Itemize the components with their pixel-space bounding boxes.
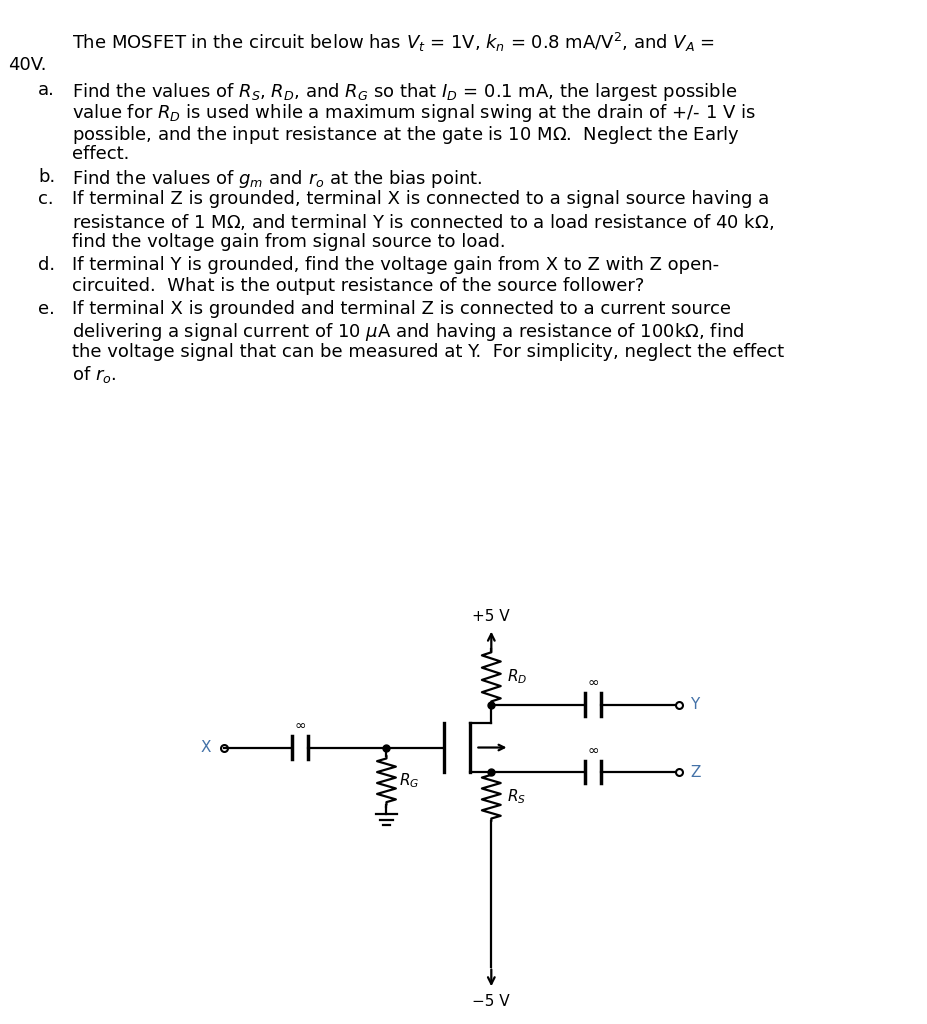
Text: delivering a signal current of 10 $\mu$A and having a resistance of 100k$\Omega$: delivering a signal current of 10 $\mu$A…: [72, 322, 744, 343]
Text: +5 V: +5 V: [473, 609, 510, 624]
Text: Y: Y: [690, 697, 699, 712]
Text: effect.: effect.: [72, 145, 130, 164]
Text: of $r_o$.: of $r_o$.: [72, 365, 117, 385]
Text: If terminal Y is grounded, find the voltage gain from X to Z with Z open-: If terminal Y is grounded, find the volt…: [72, 256, 719, 274]
Text: If terminal Z is grounded, terminal X is connected to a signal source having a: If terminal Z is grounded, terminal X is…: [72, 190, 769, 209]
Text: b.: b.: [38, 168, 56, 186]
Text: circuited.  What is the output resistance of the source follower?: circuited. What is the output resistance…: [72, 278, 644, 296]
Text: value for $R_D$ is used while a maximum signal swing at the drain of +/- 1 V is: value for $R_D$ is used while a maximum …: [72, 102, 756, 125]
Text: ∞: ∞: [588, 743, 599, 758]
Text: $R_S$: $R_S$: [507, 787, 527, 806]
Text: The MOSFET in the circuit below has $V_t$ = 1V, $k_n$ = 0.8 mA/V$^2$, and $V_A$ : The MOSFET in the circuit below has $V_t…: [72, 31, 715, 54]
Text: 40V.: 40V.: [8, 55, 46, 74]
Text: a.: a.: [38, 81, 55, 99]
Text: $R_G$: $R_G$: [400, 771, 420, 790]
Text: Find the values of $g_m$ and $r_o$ at the bias point.: Find the values of $g_m$ and $r_o$ at th…: [72, 168, 483, 190]
Text: If terminal X is grounded and terminal Z is connected to a current source: If terminal X is grounded and terminal Z…: [72, 300, 731, 318]
Text: $R_D$: $R_D$: [507, 668, 527, 686]
Text: ∞: ∞: [588, 676, 599, 690]
Text: −5 V: −5 V: [473, 994, 510, 1009]
Text: resistance of 1 M$\Omega$, and terminal Y is connected to a load resistance of 4: resistance of 1 M$\Omega$, and terminal …: [72, 212, 774, 232]
Text: ∞: ∞: [295, 719, 306, 733]
Text: Z: Z: [690, 765, 701, 779]
Text: Find the values of $R_S$, $R_D$, and $R_G$ so that $I_D$ = 0.1 mA, the largest p: Find the values of $R_S$, $R_D$, and $R_…: [72, 81, 737, 103]
Text: c.: c.: [38, 190, 54, 209]
Text: e.: e.: [38, 300, 55, 318]
Text: find the voltage gain from signal source to load.: find the voltage gain from signal source…: [72, 233, 505, 252]
Text: d.: d.: [38, 256, 55, 274]
Text: the voltage signal that can be measured at Y.  For simplicity, neglect the effec: the voltage signal that can be measured …: [72, 343, 784, 361]
Text: X: X: [200, 740, 210, 755]
Text: possible, and the input resistance at the gate is 10 M$\Omega$.  Neglect the Ear: possible, and the input resistance at th…: [72, 124, 740, 146]
